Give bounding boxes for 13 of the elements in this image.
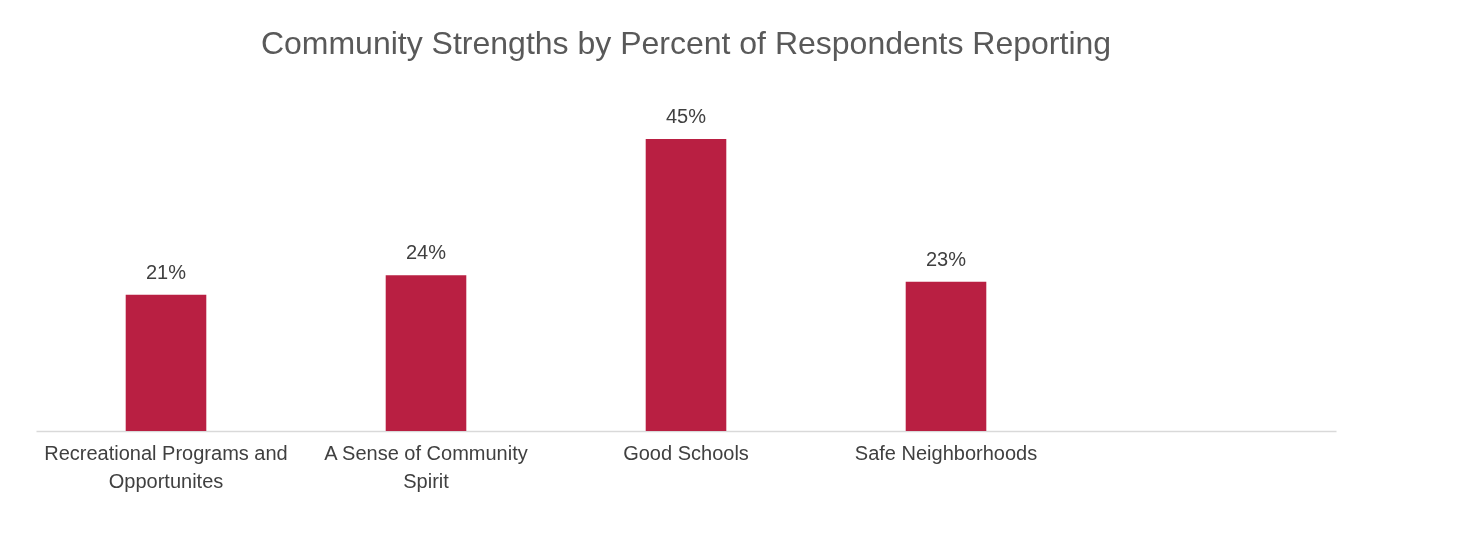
x-tick-label: A Sense of Community Spirit bbox=[324, 441, 528, 492]
bar bbox=[645, 138, 727, 431]
data-label: 21% bbox=[145, 260, 187, 283]
data-label: 23% bbox=[925, 247, 967, 270]
x-tick-label: Recreational Programs and Opportunites bbox=[44, 441, 288, 492]
chart-title: Community Strengths by Percent of Respondents Reporting bbox=[260, 25, 1112, 61]
data-label: 24% bbox=[405, 241, 447, 264]
bar bbox=[905, 281, 987, 431]
data-label: 45% bbox=[665, 104, 707, 127]
bar bbox=[125, 294, 207, 431]
x-tick-label: Safe Neighborhoods bbox=[854, 441, 1038, 464]
bar bbox=[385, 275, 467, 431]
x-tick-label: Good Schools bbox=[623, 441, 749, 464]
